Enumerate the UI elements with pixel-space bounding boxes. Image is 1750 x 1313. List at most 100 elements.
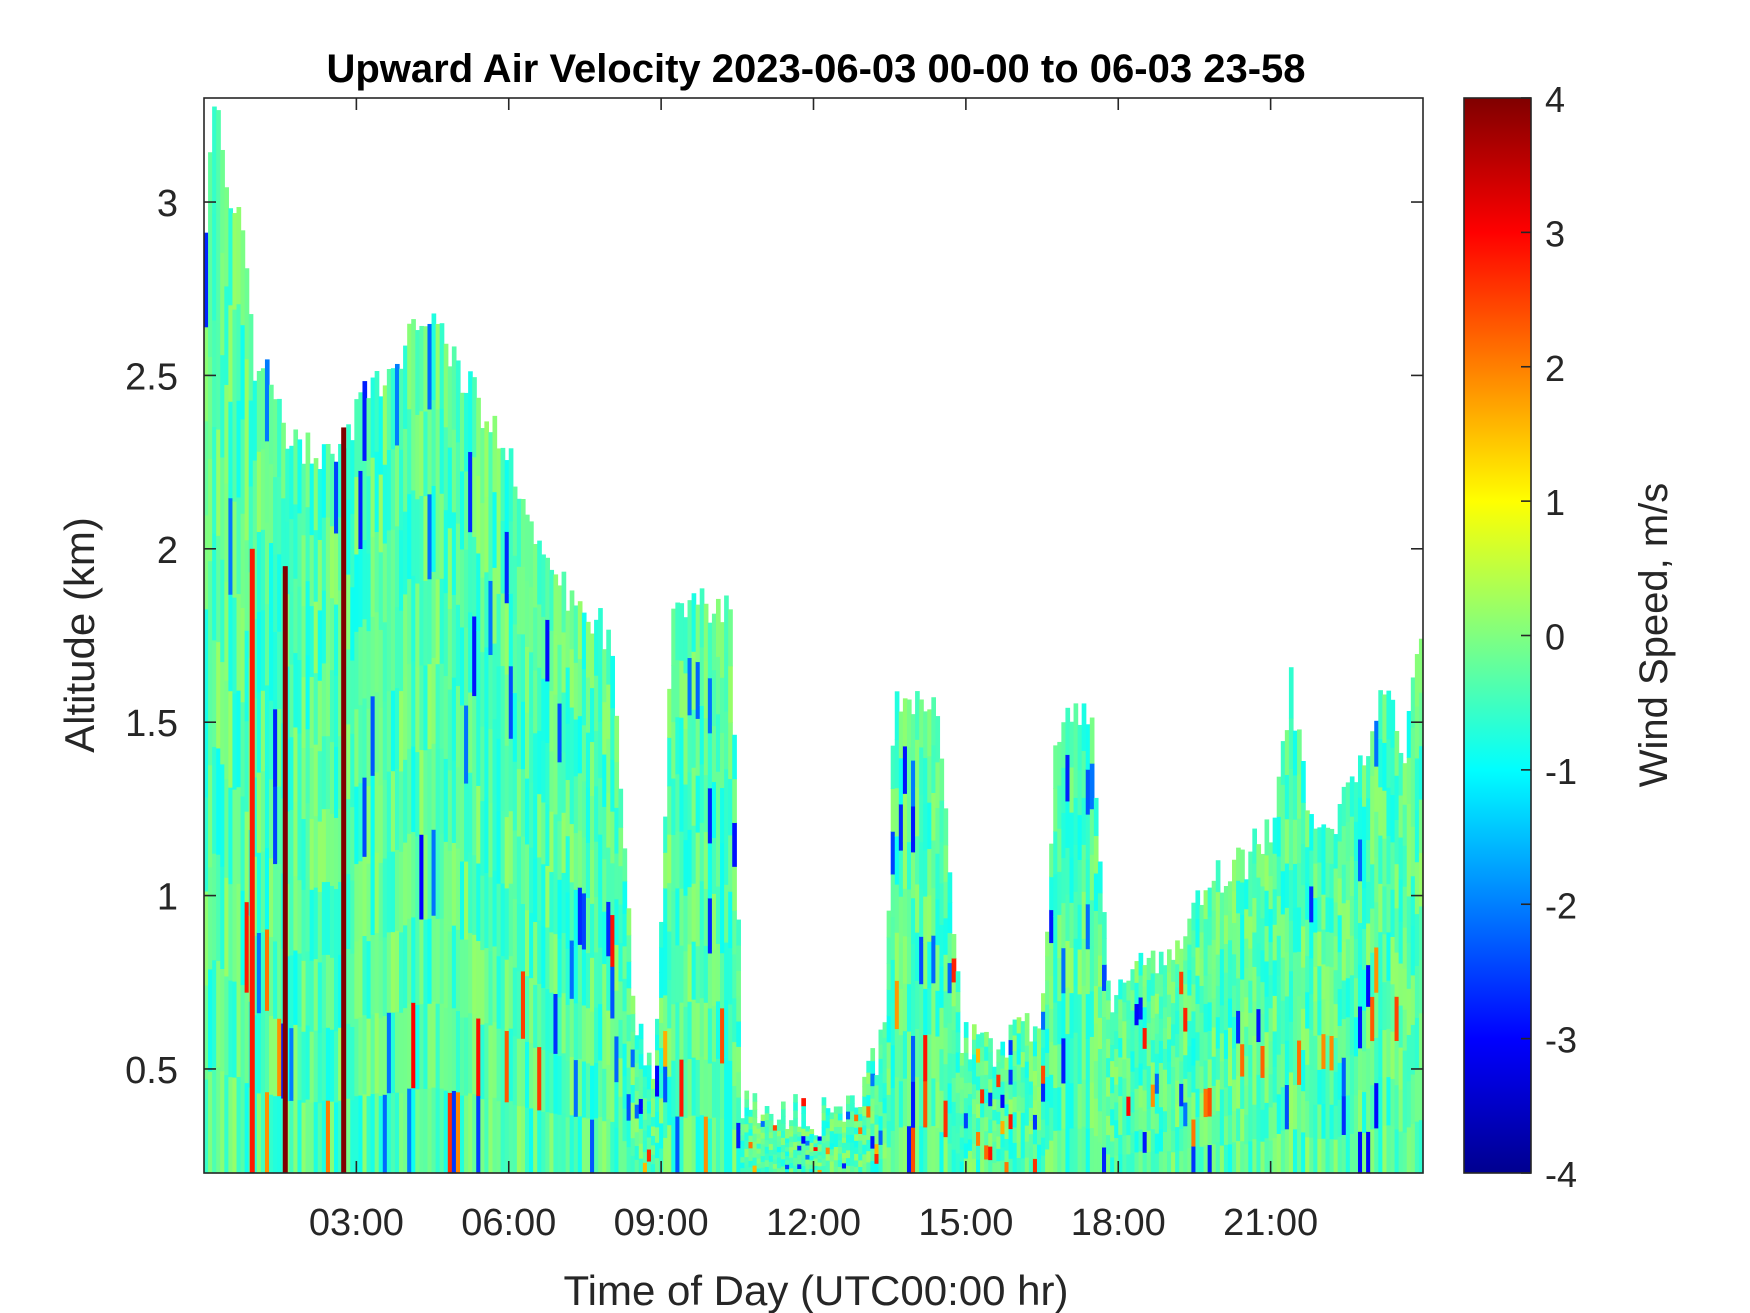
heatmap-cell <box>634 1049 640 1064</box>
heatmap-cell <box>675 659 681 718</box>
heatmap-cell <box>1305 991 1310 1029</box>
heatmap-cell <box>728 722 733 780</box>
heatmap-cell <box>715 656 721 715</box>
heatmap-cell <box>484 571 490 648</box>
heatmap-cell <box>590 903 595 958</box>
heatmap-cell <box>386 369 392 451</box>
heatmap-cell <box>472 695 477 776</box>
heatmap-cell <box>1272 995 1278 1032</box>
heatmap-cell <box>289 663 294 738</box>
heatmap-cell <box>228 980 234 1078</box>
heatmap-cell <box>911 1035 916 1082</box>
heatmap-cell <box>805 1149 811 1155</box>
heatmap-cell <box>411 916 416 1003</box>
heatmap-cell <box>557 996 563 1057</box>
heatmap-cell <box>923 896 928 943</box>
heatmap-cell <box>1301 884 1306 927</box>
heatmap-cell <box>1297 862 1302 908</box>
heatmap-cell <box>817 1158 823 1163</box>
heatmap-cell <box>675 944 681 1003</box>
heatmap-cell <box>821 1119 827 1129</box>
heatmap-cell <box>683 728 689 785</box>
heatmap-cell <box>675 1001 681 1060</box>
heatmap-cell <box>541 616 546 679</box>
heatmap-cell <box>756 1138 762 1144</box>
heatmap-cell <box>232 885 238 982</box>
heatmap-cell <box>1378 883 1383 933</box>
heatmap-cell <box>411 660 416 747</box>
heatmap-cell <box>1199 985 1205 1013</box>
heatmap-cell <box>382 857 388 938</box>
heatmap-cell <box>919 699 924 748</box>
heatmap-cell <box>447 366 453 448</box>
heatmap-cell <box>1353 1133 1359 1174</box>
heatmap-cell <box>663 994 668 1032</box>
heatmap-cell <box>244 1082 250 1174</box>
heatmap-cell <box>894 980 900 1030</box>
heatmap-cell <box>569 706 575 766</box>
heatmap-cell <box>793 1117 798 1127</box>
heatmap-cell <box>902 698 908 747</box>
heatmap-cell <box>1280 1043 1286 1088</box>
heatmap-cell <box>321 954 327 1028</box>
heatmap-cell <box>297 879 303 954</box>
heatmap-cell <box>655 1157 660 1174</box>
heatmap-cell <box>1341 1134 1347 1174</box>
heatmap-cell <box>1244 996 1249 1027</box>
heatmap-cell <box>630 1013 636 1032</box>
heatmap-cell <box>825 1108 831 1116</box>
heatmap-cell <box>1004 1103 1010 1116</box>
heatmap-cell <box>671 721 676 779</box>
heatmap-cell <box>967 1104 973 1117</box>
heatmap-cell <box>720 622 725 678</box>
heatmap-cell <box>809 1133 815 1139</box>
heatmap-cell <box>590 687 595 743</box>
heatmap-cell <box>204 984 209 1080</box>
heatmap-cell <box>1041 1011 1046 1030</box>
heatmap-cell <box>1321 824 1327 860</box>
heatmap-cell <box>866 1116 871 1129</box>
heatmap-cell <box>598 947 603 1005</box>
heatmap-cell <box>760 1120 766 1127</box>
heatmap-cell <box>679 888 685 946</box>
heatmap-cell <box>447 1011 453 1093</box>
heatmap-cell <box>516 566 522 635</box>
heatmap-cell <box>500 520 506 594</box>
heatmap-cell <box>435 578 441 665</box>
heatmap-cell <box>1191 1064 1197 1093</box>
heatmap-cell <box>911 760 916 807</box>
heatmap-cell <box>846 1134 851 1143</box>
heatmap-cell <box>1114 1137 1119 1156</box>
heatmap-cell <box>520 1038 526 1107</box>
heatmap-cell <box>1203 946 1209 976</box>
heatmap-cell <box>220 968 225 1072</box>
heatmap-cell <box>915 883 920 933</box>
heatmap-cell <box>996 1160 1002 1174</box>
heatmap-cell <box>894 1028 900 1078</box>
colorbar-tick-label: 3 <box>1545 213 1565 254</box>
heatmap-cell <box>915 787 920 837</box>
heatmap-cell <box>894 932 900 981</box>
heatmap-cell <box>480 726 485 802</box>
heatmap-cell <box>244 720 250 812</box>
heatmap-cell <box>906 1030 912 1079</box>
heatmap-cell <box>1191 902 1197 931</box>
heatmap-cell <box>638 1083 644 1099</box>
heatmap-cell <box>1341 1095 1347 1135</box>
heatmap-cell <box>622 1010 628 1044</box>
heatmap-cell <box>1041 1155 1046 1174</box>
heatmap-cell <box>740 1118 746 1125</box>
heatmap-cell <box>313 529 319 602</box>
heatmap-cell <box>459 1094 465 1174</box>
heatmap-cell <box>650 1144 656 1155</box>
heatmap-cell <box>431 657 437 744</box>
heatmap-cell <box>789 1125 794 1132</box>
heatmap-cell <box>1345 782 1351 823</box>
heatmap-cell <box>411 319 416 406</box>
heatmap-cell <box>1211 910 1217 940</box>
heatmap-cell <box>711 781 717 838</box>
heatmap-cell <box>1130 1152 1136 1174</box>
heatmap-cell <box>1045 1148 1050 1174</box>
heatmap-cell <box>212 746 217 854</box>
